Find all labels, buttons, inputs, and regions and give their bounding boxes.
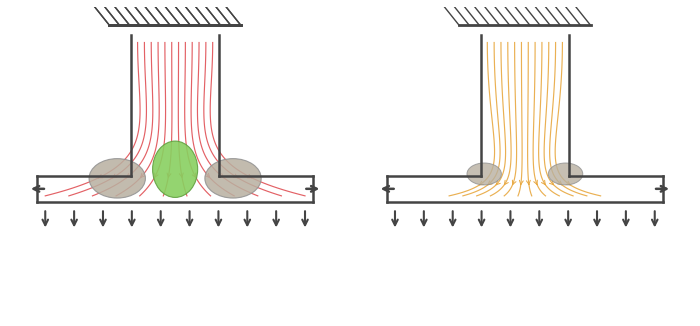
Ellipse shape bbox=[205, 159, 261, 198]
Ellipse shape bbox=[153, 141, 197, 198]
Ellipse shape bbox=[467, 163, 501, 185]
Ellipse shape bbox=[548, 163, 583, 185]
Ellipse shape bbox=[89, 159, 146, 198]
